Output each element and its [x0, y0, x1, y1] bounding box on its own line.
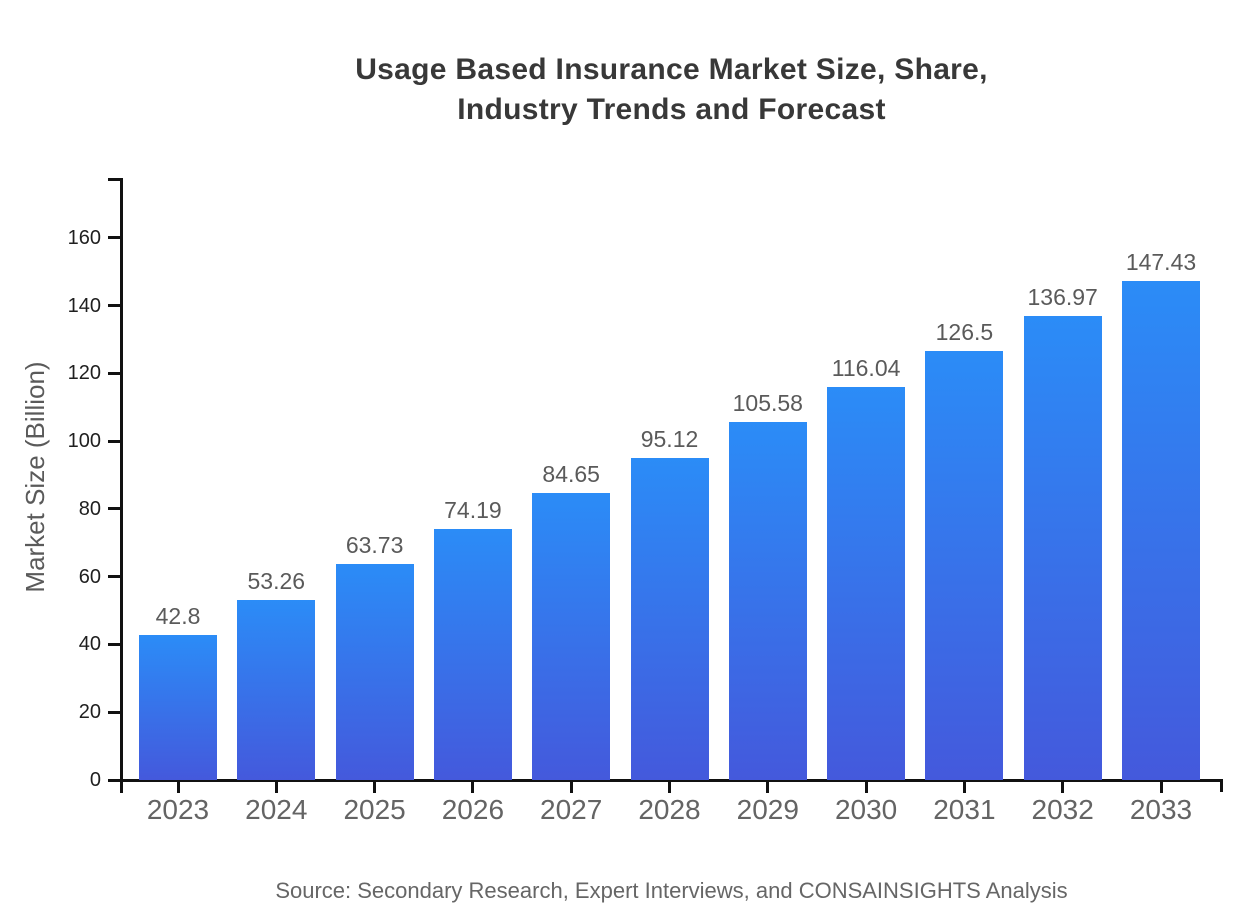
x-tick: [1061, 780, 1065, 793]
bar-value-label: 74.19: [444, 496, 502, 523]
x-tick-label: 2024: [245, 794, 308, 825]
y-tick-label: 100: [67, 430, 101, 453]
x-tick-label: 2025: [343, 794, 406, 825]
x-tick: [1159, 780, 1163, 793]
x-axis-line: [120, 779, 1223, 782]
bar-value-label: 126.5: [935, 319, 994, 346]
bar-value-label: 42.8: [155, 603, 201, 630]
bar: [532, 493, 611, 780]
bar: [925, 351, 1004, 780]
bar: [237, 599, 316, 780]
x-tick: [668, 780, 671, 793]
x-tick-label: 2032: [1031, 794, 1094, 825]
x-tick: [373, 780, 377, 793]
y-axis-label: Market Size (Billion): [20, 361, 50, 593]
y-tick: [108, 304, 121, 308]
x-tick-label: 2033: [1129, 794, 1193, 825]
y-tick-label: 80: [78, 497, 101, 520]
x-tick: [274, 780, 278, 793]
bar-value-label: 53.26: [247, 567, 306, 594]
x-tick-label: 2030: [834, 794, 898, 825]
bar-value-label: 147.43: [1125, 248, 1197, 275]
y-tick-label: 60: [78, 565, 101, 588]
source-note: Source: Secondary Research, Expert Inter…: [275, 878, 1068, 903]
x-tick: [864, 780, 868, 793]
bar: [139, 635, 217, 780]
x-tick-label: 2023: [146, 794, 210, 825]
y-tick-label: 160: [67, 226, 101, 249]
y-tick: [108, 575, 121, 579]
y-tick: [108, 236, 121, 240]
bar-value-label: 95.12: [640, 425, 699, 452]
y-tick-label: 0: [89, 769, 101, 791]
chart-title: Usage Based Insurance Market Size, Share…: [355, 53, 988, 126]
bar-value-label: 116.04: [831, 354, 901, 381]
x-tick-label: 2027: [540, 794, 603, 825]
y-axis-end-tick: [108, 178, 121, 181]
x-tick: [962, 780, 966, 793]
x-tick: [176, 780, 180, 793]
x-tick-label: 2028: [638, 794, 701, 825]
bar-value-label: 136.97: [1027, 283, 1098, 310]
bar-value-label: 63.73: [345, 532, 404, 559]
y-tick: [108, 710, 121, 714]
bar: [1023, 315, 1102, 780]
y-tick-label: 40: [78, 633, 101, 656]
y-tick-label: 20: [78, 701, 101, 724]
y-tick-label: 140: [67, 294, 101, 317]
y-axis-line: [120, 178, 123, 793]
x-tick-label: 2026: [441, 794, 505, 825]
bar-value-label: 84.65: [542, 461, 600, 488]
bar: [728, 422, 807, 780]
y-tick: [108, 439, 121, 443]
bar: [1122, 280, 1200, 780]
x-tick: [569, 780, 573, 793]
bar: [335, 564, 414, 780]
x-axis-end-tick: [1220, 779, 1223, 792]
bar: [827, 386, 906, 780]
x-tick: [766, 780, 770, 793]
y-tick: [108, 371, 121, 375]
y-tick: [108, 778, 121, 782]
y-tick: [108, 642, 121, 646]
y-tick: [108, 507, 121, 511]
x-tick-label: 2029: [736, 794, 799, 825]
bar-value-label: 105.58: [732, 390, 803, 417]
bar: [630, 457, 709, 780]
x-tick: [471, 780, 475, 793]
bar: [433, 528, 512, 780]
y-tick-label: 120: [67, 362, 101, 385]
x-tick-label: 2031: [933, 794, 996, 825]
